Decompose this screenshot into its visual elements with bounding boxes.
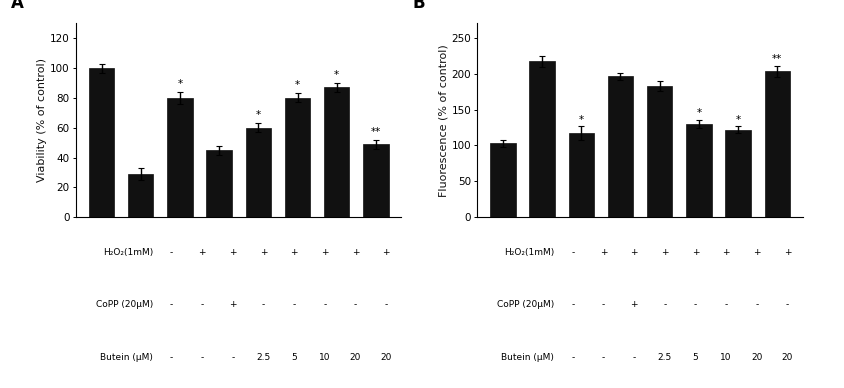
Text: 5: 5 — [291, 353, 297, 362]
Text: +: + — [599, 248, 607, 257]
Text: 20: 20 — [349, 353, 360, 362]
Text: 20: 20 — [781, 353, 793, 362]
Text: -: - — [663, 300, 666, 309]
Text: +: + — [259, 248, 267, 257]
Text: -: - — [571, 248, 574, 257]
Text: -: - — [200, 353, 203, 362]
Text: 10: 10 — [319, 353, 330, 362]
Text: 2.5: 2.5 — [256, 353, 270, 362]
Bar — [246, 128, 271, 217]
Text: +: + — [321, 248, 328, 257]
Text: *: * — [333, 70, 338, 80]
Bar — [607, 76, 632, 217]
Text: CoPP (20μM): CoPP (20μM) — [496, 300, 554, 309]
Text: 20: 20 — [750, 353, 761, 362]
Bar — [89, 68, 114, 217]
Text: +: + — [351, 248, 359, 257]
Text: -: - — [601, 353, 604, 362]
Text: Butein (μM): Butein (μM) — [500, 353, 554, 362]
Text: -: - — [231, 353, 235, 362]
Bar — [127, 174, 154, 217]
Text: 10: 10 — [720, 353, 731, 362]
Text: +: + — [229, 248, 236, 257]
Bar — [647, 86, 672, 217]
Text: *: * — [177, 79, 182, 89]
Text: B: B — [412, 0, 425, 12]
Text: -: - — [170, 248, 173, 257]
Text: 20: 20 — [380, 353, 392, 362]
Text: +: + — [229, 300, 236, 309]
Text: H₂O₂(1mM): H₂O₂(1mM) — [504, 248, 554, 257]
Text: +: + — [630, 248, 637, 257]
Text: +: + — [381, 248, 389, 257]
Bar — [764, 71, 789, 217]
Text: -: - — [384, 300, 387, 309]
Text: -: - — [785, 300, 788, 309]
Text: -: - — [571, 353, 574, 362]
Text: -: - — [262, 300, 265, 309]
Text: +: + — [691, 248, 699, 257]
Bar — [685, 124, 711, 217]
Text: +: + — [630, 300, 637, 309]
Bar — [528, 61, 555, 217]
Text: **: ** — [771, 54, 782, 64]
Text: -: - — [170, 353, 173, 362]
Bar — [323, 87, 349, 217]
Y-axis label: Fluorescence (% of control): Fluorescence (% of control) — [438, 44, 448, 197]
Text: *: * — [295, 80, 300, 90]
Text: **: ** — [371, 127, 381, 137]
Text: -: - — [601, 300, 604, 309]
Text: +: + — [782, 248, 790, 257]
Text: -: - — [200, 300, 203, 309]
Bar — [568, 133, 593, 217]
Text: +: + — [198, 248, 206, 257]
Text: A: A — [11, 0, 24, 12]
Text: -: - — [632, 353, 636, 362]
Text: *: * — [695, 108, 701, 118]
Text: -: - — [322, 300, 326, 309]
Text: H₂O₂(1mM): H₂O₂(1mM) — [103, 248, 153, 257]
Text: +: + — [660, 248, 668, 257]
Text: -: - — [571, 300, 574, 309]
Text: CoPP (20μM): CoPP (20μM) — [95, 300, 153, 309]
Text: *: * — [734, 114, 739, 125]
Text: -: - — [755, 300, 758, 309]
Text: 2.5: 2.5 — [657, 353, 671, 362]
Text: *: * — [578, 114, 583, 125]
Bar — [724, 130, 750, 217]
Bar — [490, 143, 515, 217]
Bar — [284, 98, 310, 217]
Text: -: - — [354, 300, 357, 309]
Y-axis label: Viability (% of control): Viability (% of control) — [37, 58, 47, 182]
Text: +: + — [290, 248, 298, 257]
Text: +: + — [752, 248, 760, 257]
Text: Butein (μM): Butein (μM) — [100, 353, 153, 362]
Text: -: - — [170, 300, 173, 309]
Bar — [363, 144, 388, 217]
Text: -: - — [292, 300, 295, 309]
Text: 5: 5 — [692, 353, 698, 362]
Text: +: + — [722, 248, 729, 257]
Bar — [206, 150, 231, 217]
Text: -: - — [693, 300, 696, 309]
Text: -: - — [723, 300, 727, 309]
Text: *: * — [256, 110, 261, 120]
Bar — [167, 98, 192, 217]
